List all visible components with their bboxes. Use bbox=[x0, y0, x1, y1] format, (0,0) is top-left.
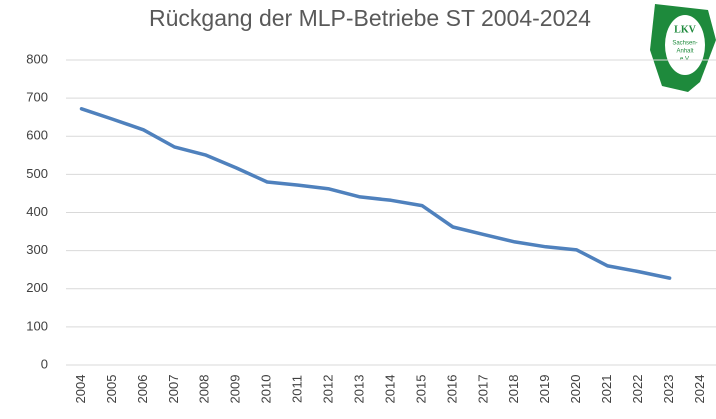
x-tick-label: 2004 bbox=[73, 375, 88, 404]
y-tick-label: 500 bbox=[26, 166, 48, 181]
y-tick-label: 400 bbox=[26, 204, 48, 219]
y-tick-label: 0 bbox=[41, 356, 48, 371]
y-tick-label: 800 bbox=[26, 51, 48, 66]
x-tick-label: 2023 bbox=[661, 375, 676, 404]
y-tick-label: 600 bbox=[26, 128, 48, 143]
x-tick-label: 2024 bbox=[692, 375, 707, 404]
x-tick-label: 2014 bbox=[382, 375, 397, 404]
y-tick-label: 300 bbox=[26, 242, 48, 257]
logo-text: Anhalt bbox=[676, 49, 693, 55]
logo-text: Sachsen- bbox=[672, 41, 697, 47]
x-tick-label: 2013 bbox=[351, 375, 366, 404]
x-tick-label: 2015 bbox=[413, 375, 428, 404]
y-tick-label: 100 bbox=[26, 318, 48, 333]
x-tick-label: 2011 bbox=[290, 375, 305, 403]
x-tick-label: 2006 bbox=[135, 375, 150, 404]
x-tick-label: 2018 bbox=[506, 375, 521, 404]
x-tick-label: 2021 bbox=[599, 375, 614, 404]
x-tick-label: 2020 bbox=[568, 375, 583, 404]
x-tick-label: 2005 bbox=[104, 375, 119, 404]
x-tick-label: 2009 bbox=[228, 375, 243, 404]
x-tick-label: 2017 bbox=[475, 375, 490, 404]
x-tick-label: 2016 bbox=[444, 375, 459, 404]
x-tick-label: 2012 bbox=[321, 375, 336, 404]
x-tick-label: 2007 bbox=[166, 375, 181, 404]
y-tick-label: 700 bbox=[26, 90, 48, 105]
logo-title: LKV bbox=[674, 24, 696, 35]
chart-title: Rückgang der MLP-Betriebe ST 2004-2024 bbox=[149, 5, 591, 31]
y-tick-label: 200 bbox=[26, 280, 48, 295]
x-tick-label: 2019 bbox=[537, 375, 552, 404]
data-line bbox=[79, 107, 672, 280]
x-tick-label: 2008 bbox=[197, 375, 212, 404]
x-tick-label: 2010 bbox=[259, 375, 274, 404]
x-tick-label: 2022 bbox=[630, 375, 645, 404]
logo: LKV Sachsen- Anhalt e.V. bbox=[650, 4, 716, 92]
